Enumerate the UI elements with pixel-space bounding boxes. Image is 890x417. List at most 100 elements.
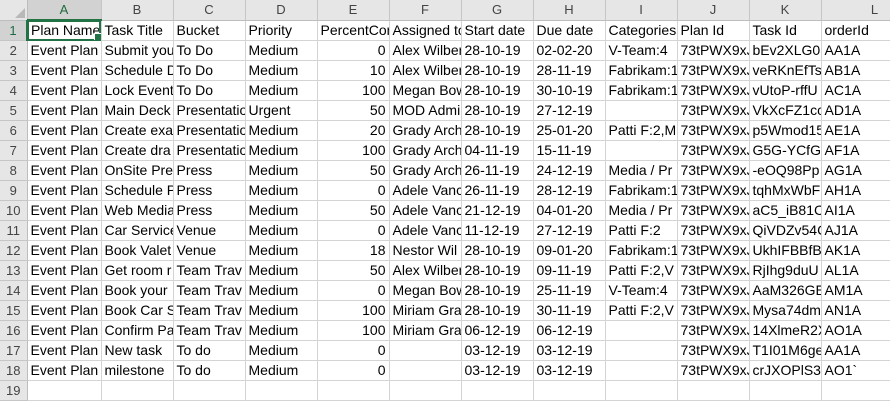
cell-c17[interactable]: To do xyxy=(173,340,246,361)
cell-l3[interactable]: AB1A xyxy=(821,60,890,81)
cell-e16[interactable]: 100 xyxy=(317,320,390,341)
cell-i17[interactable] xyxy=(605,340,678,361)
cell-j7[interactable]: 73tPWX9xJ xyxy=(677,140,750,161)
row-header[interactable]: 12 xyxy=(0,240,28,261)
cell-f2[interactable]: Alex Wilber xyxy=(389,40,462,61)
cell-b11[interactable]: Car Service xyxy=(101,220,174,241)
cell-b12[interactable]: Book Valet xyxy=(101,240,174,261)
cell-h16[interactable]: 06-12-19 xyxy=(533,320,606,341)
cell-j9[interactable]: 73tPWX9xJ xyxy=(677,180,750,201)
cell-h17[interactable]: 03-12-19 xyxy=(533,340,606,361)
column-header-j[interactable]: J xyxy=(677,0,750,21)
cell-h6[interactable]: 25-01-20 xyxy=(533,120,606,141)
cell-d7[interactable]: Medium xyxy=(245,140,318,161)
cell-k4[interactable]: vUtoP-rffU xyxy=(749,80,822,101)
cell-j16[interactable]: 73tPWX9xJ xyxy=(677,320,750,341)
cell-b9[interactable]: Schedule P xyxy=(101,180,174,201)
column-header-k[interactable]: K xyxy=(749,0,822,21)
cell-g13[interactable]: 28-10-19 xyxy=(461,260,534,281)
cell-f12[interactable]: Nestor Wil xyxy=(389,240,462,261)
cell-b4[interactable]: Lock Event xyxy=(101,80,174,101)
cell-k8[interactable]: -eOQ98Pp xyxy=(749,160,822,181)
cell-k3[interactable]: veRKnEfTs xyxy=(749,60,822,81)
cell-i13[interactable]: Patti F:2,V xyxy=(605,260,678,281)
cell-e5[interactable]: 50 xyxy=(317,100,390,121)
cell-c6[interactable]: Presentatio xyxy=(173,120,246,141)
cell-i8[interactable]: Media / Pr xyxy=(605,160,678,181)
cell-e1[interactable]: PercentComplete xyxy=(317,20,390,41)
cell-a8[interactable]: Event Plan xyxy=(27,160,102,181)
cell-g1[interactable]: Start date xyxy=(461,20,534,41)
cell-i18[interactable] xyxy=(605,360,678,381)
cell-c18[interactable]: To do xyxy=(173,360,246,381)
cell-h11[interactable]: 27-12-19 xyxy=(533,220,606,241)
row-header[interactable]: 16 xyxy=(0,320,28,341)
row-header[interactable]: 2 xyxy=(0,40,28,61)
cell-e8[interactable]: 50 xyxy=(317,160,390,181)
cell-d11[interactable]: Medium xyxy=(245,220,318,241)
cell-a19[interactable] xyxy=(27,380,102,401)
cell-f17[interactable] xyxy=(389,340,462,361)
cell-j11[interactable]: 73tPWX9xJ xyxy=(677,220,750,241)
cell-a5[interactable]: Event Plan xyxy=(27,100,102,121)
cell-f15[interactable]: Miriam Gra xyxy=(389,300,462,321)
cell-j19[interactable] xyxy=(677,380,750,401)
cell-c12[interactable]: Venue xyxy=(173,240,246,261)
cell-a2[interactable]: Event Plan xyxy=(27,40,102,61)
cell-a13[interactable]: Event Plan xyxy=(27,260,102,281)
cell-g17[interactable]: 03-12-19 xyxy=(461,340,534,361)
cell-l19[interactable] xyxy=(821,380,890,401)
cell-a10[interactable]: Event Plan xyxy=(27,200,102,221)
cell-l9[interactable]: AH1A xyxy=(821,180,890,201)
cell-f3[interactable]: Alex Wilber xyxy=(389,60,462,81)
cell-k2[interactable]: bEv2XLG0E xyxy=(749,40,822,61)
cell-a16[interactable]: Event Plan xyxy=(27,320,102,341)
cell-c16[interactable]: Team Trav xyxy=(173,320,246,341)
column-header-d[interactable]: D xyxy=(245,0,318,21)
cell-j13[interactable]: 73tPWX9xJ xyxy=(677,260,750,281)
cell-c5[interactable]: Presentatio xyxy=(173,100,246,121)
cell-g6[interactable]: 28-10-19 xyxy=(461,120,534,141)
row-header[interactable]: 9 xyxy=(0,180,28,201)
cell-l1[interactable]: orderId xyxy=(821,20,890,41)
cell-c9[interactable]: Press xyxy=(173,180,246,201)
row-header[interactable]: 6 xyxy=(0,120,28,141)
cell-f6[interactable]: Grady Arch xyxy=(389,120,462,141)
cell-g19[interactable] xyxy=(461,380,534,401)
cell-c7[interactable]: Presentatio xyxy=(173,140,246,161)
cell-f13[interactable]: Alex Wilber xyxy=(389,260,462,281)
cell-e14[interactable]: 0 xyxy=(317,280,390,301)
cell-k7[interactable]: G5G-YCfGE xyxy=(749,140,822,161)
cell-k5[interactable]: VkXcFZ1cc xyxy=(749,100,822,121)
row-header[interactable]: 17 xyxy=(0,340,28,361)
cell-b14[interactable]: Book your xyxy=(101,280,174,301)
cell-e19[interactable] xyxy=(317,380,390,401)
cell-a11[interactable]: Event Plan xyxy=(27,220,102,241)
cell-h9[interactable]: 28-12-19 xyxy=(533,180,606,201)
cell-b19[interactable] xyxy=(101,380,174,401)
cell-j6[interactable]: 73tPWX9xJ xyxy=(677,120,750,141)
cell-d5[interactable]: Urgent xyxy=(245,100,318,121)
cell-g18[interactable]: 03-12-19 xyxy=(461,360,534,381)
cell-b18[interactable]: milestone xyxy=(101,360,174,381)
cell-h18[interactable]: 03-12-19 xyxy=(533,360,606,381)
cell-i16[interactable] xyxy=(605,320,678,341)
cell-k15[interactable]: Mysa74dm xyxy=(749,300,822,321)
cell-h10[interactable]: 04-01-20 xyxy=(533,200,606,221)
cell-b16[interactable]: Confirm Pa xyxy=(101,320,174,341)
cell-i12[interactable]: Fabrikam:1 xyxy=(605,240,678,261)
cell-l15[interactable]: AN1A xyxy=(821,300,890,321)
cell-c4[interactable]: To Do xyxy=(173,80,246,101)
row-header[interactable]: 10 xyxy=(0,200,28,221)
cell-j4[interactable]: 73tPWX9xJ xyxy=(677,80,750,101)
cell-b3[interactable]: Schedule D xyxy=(101,60,174,81)
cell-j2[interactable]: 73tPWX9xJ xyxy=(677,40,750,61)
column-header-c[interactable]: C xyxy=(173,0,246,21)
cell-d18[interactable]: Medium xyxy=(245,360,318,381)
cell-e2[interactable]: 0 xyxy=(317,40,390,61)
cell-f5[interactable]: MOD Admi xyxy=(389,100,462,121)
row-header[interactable]: 3 xyxy=(0,60,28,81)
cell-e7[interactable]: 100 xyxy=(317,140,390,161)
cell-d8[interactable]: Medium xyxy=(245,160,318,181)
cell-a1[interactable]: Plan Name xyxy=(27,20,102,41)
